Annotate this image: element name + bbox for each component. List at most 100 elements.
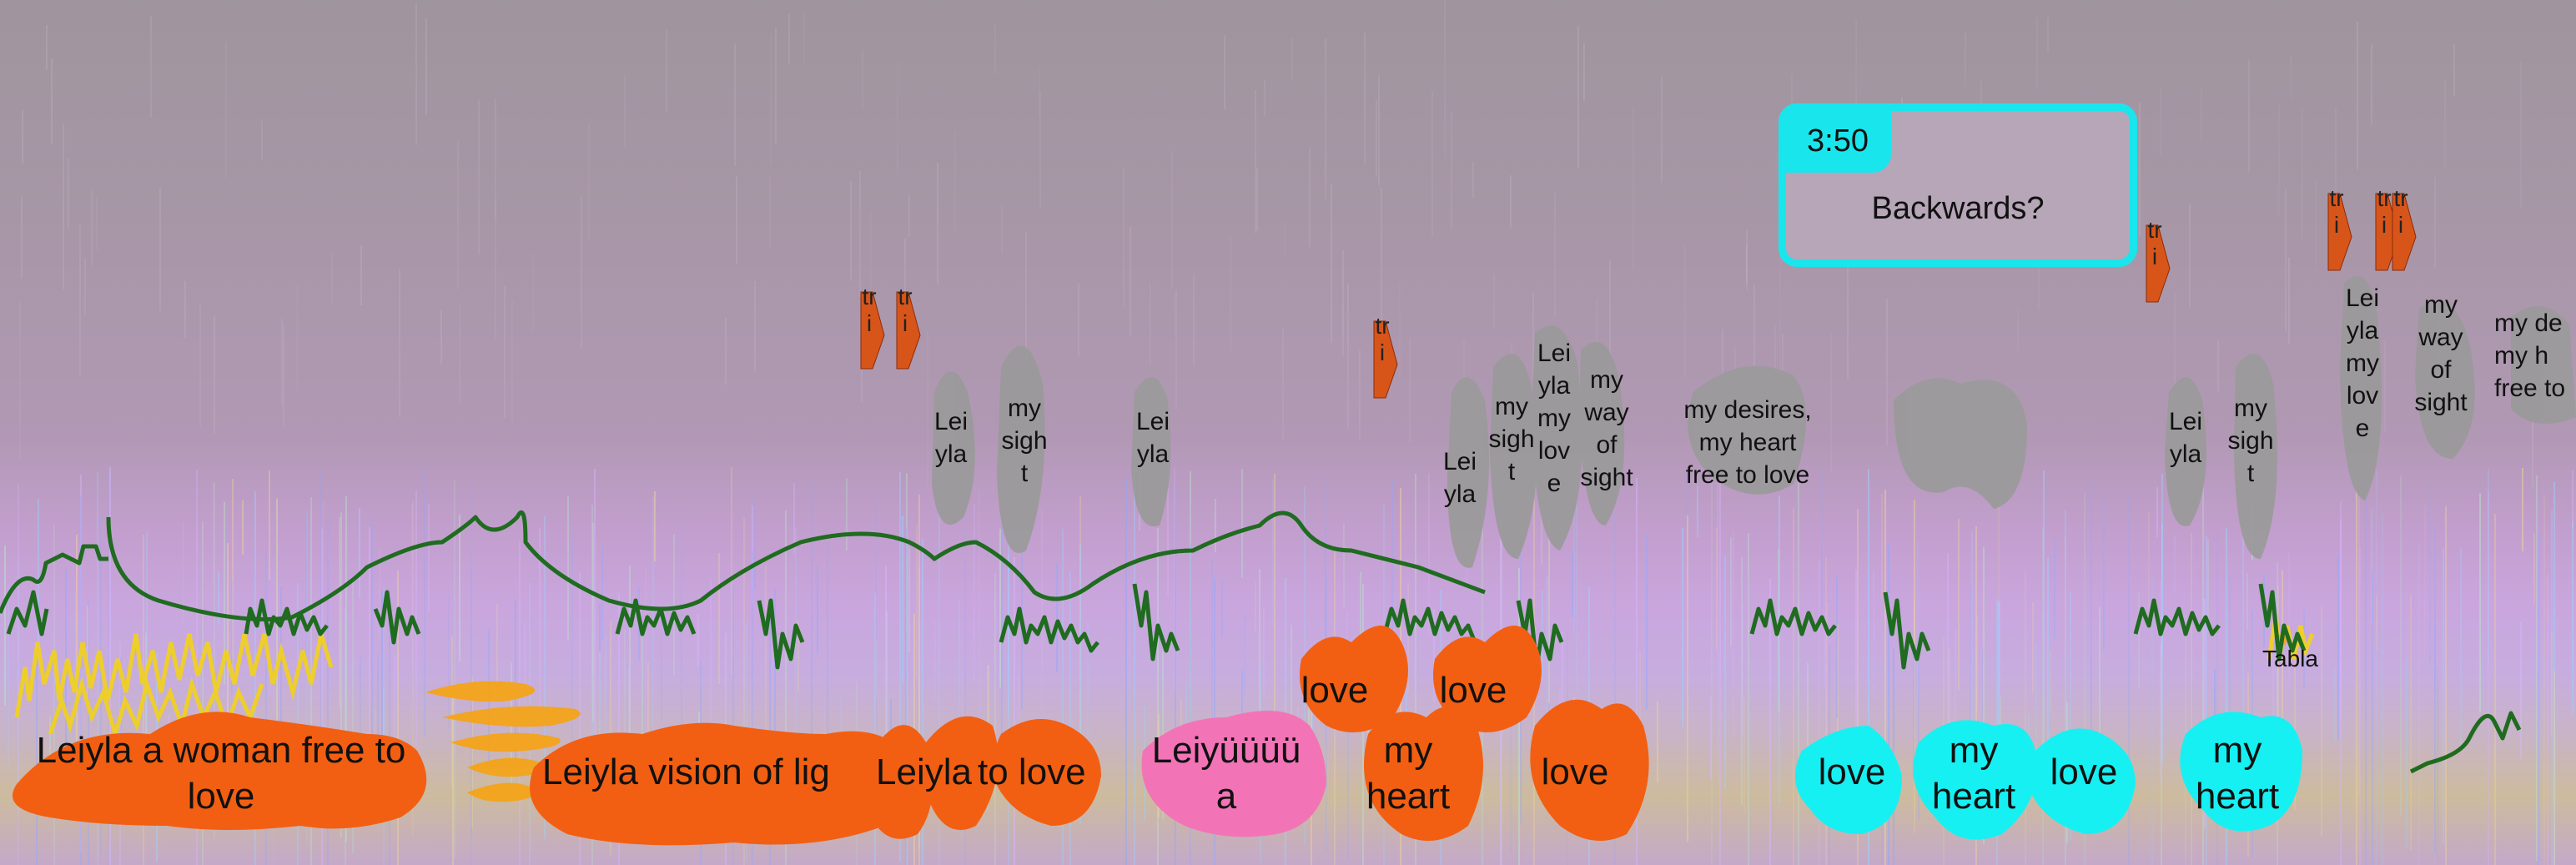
spectrogram-streak (2553, 671, 2555, 865)
spectrogram-streak (22, 110, 23, 163)
spectrogram-streak (1174, 294, 1175, 335)
spectrogram-streak (459, 304, 460, 402)
spectrogram-streak (938, 469, 940, 865)
gray-blob (1894, 378, 2027, 509)
spectrogram-streak (242, 500, 244, 555)
spectrogram-streak (305, 514, 307, 673)
spectrogram-streak (88, 601, 89, 865)
spectrogram-streak (2174, 293, 2176, 422)
spectrogram-streak (2340, 501, 2342, 721)
spectrogram-streak (459, 515, 460, 661)
spectrogram-streak (2434, 526, 2436, 853)
trill-label: tr i (1375, 313, 1390, 366)
green-pitch-line (999, 606, 1099, 653)
spectrogram-streak (725, 318, 727, 385)
spectrogram-streak (511, 662, 512, 793)
spectrogram-streak (2437, 667, 2438, 862)
spectrogram-streak (937, 163, 938, 284)
spectrogram-streak (1263, 607, 1265, 697)
spectrogram-streak (360, 245, 362, 305)
spectrogram-streak (770, 35, 772, 166)
lyric-label: my way of sight (1580, 366, 1633, 491)
spectrogram-streak (906, 473, 908, 865)
spectrogram-streak (2288, 553, 2290, 690)
spectrogram-streak (265, 551, 267, 865)
lyric-label: Lei yla my lov e (2345, 284, 2380, 442)
spectrogram-streak (1493, 274, 1495, 328)
spectrogram-streak (231, 581, 233, 694)
spectrogram-streak (954, 131, 956, 233)
spectrogram-streak (1343, 523, 1345, 608)
spectrogram-streak (2543, 495, 2545, 865)
spectrogram-streak (1724, 556, 1726, 788)
spectrogram-streak (415, 3, 417, 145)
orange-blob (868, 725, 933, 839)
spectrogram-streak (2214, 669, 2216, 750)
yellow-stroke (14, 633, 334, 718)
spectrogram-streak (1428, 473, 1430, 636)
spectrogram-streak (2174, 536, 2176, 593)
spectrogram-streak (1746, 230, 1748, 283)
spectrogram-streak (1746, 245, 1748, 289)
spectrogram-streak (345, 496, 347, 842)
spectrogram-streak (2035, 644, 2037, 791)
spectrogram-streak (2288, 258, 2290, 344)
spectrogram-streak (1918, 638, 1919, 820)
orange-blob (1433, 626, 1542, 732)
spectrogram-streak (1190, 543, 1191, 865)
spectrogram-streak (1682, 528, 1683, 727)
spectrogram-streak (870, 212, 872, 355)
spectrogram-streak (1554, 192, 1556, 317)
spectrogram-streak (1069, 571, 1071, 865)
spectrogram-streak (2161, 643, 2162, 865)
spectrogram-streak (974, 504, 975, 680)
spectrogram-streak (1824, 614, 1825, 687)
spectrogram-streak (424, 467, 425, 736)
spectrogram-streak (524, 622, 526, 714)
spectrogram-streak (1079, 545, 1081, 824)
spectrogram-streak (340, 512, 342, 837)
spectrogram-streak (2229, 575, 2231, 761)
orange-wisp (425, 681, 536, 702)
spectrogram-streak (731, 467, 732, 675)
spectrogram-streak (1190, 471, 1191, 821)
spectrogram-streak (2376, 470, 2377, 865)
spectrogram-streak (519, 541, 521, 865)
spectrogram-streak (1719, 472, 1721, 865)
spectrogram-streak (697, 615, 699, 666)
spectrogram-streak (1998, 602, 2000, 771)
trill-label: tr i (862, 284, 877, 337)
spectrogram-streak (874, 593, 876, 865)
lyric-label: my heart (1366, 730, 1451, 817)
spectrogram-streak (654, 491, 656, 561)
note-timestamp: 3:50 (1784, 109, 1891, 173)
spectrogram-streak (1399, 283, 1401, 377)
spectrogram-streak (1947, 553, 1949, 827)
orange-wisp (450, 732, 561, 752)
spectrogram-streak (261, 121, 263, 160)
spectrogram-streak (1211, 558, 1213, 754)
spectrogram-streak (1547, 474, 1549, 737)
spectrogram-streak (2400, 475, 2402, 817)
spectrogram-streak (1325, 475, 1326, 661)
spectrogram-streak (1433, 609, 1435, 702)
spectrogram-streak (624, 630, 626, 814)
spectrogram-streak (2488, 469, 2489, 665)
spectrogram-streak (532, 254, 534, 331)
spectrogram-streak (1837, 624, 1839, 757)
spectrogram-streak (1025, 232, 1027, 365)
spectrogram-streak (1409, 339, 1411, 442)
spectrogram-streak (1572, 551, 1573, 617)
orange-blob (1530, 699, 1649, 841)
spectrogram-streak (1272, 480, 1274, 627)
spectrogram-streak (544, 515, 546, 839)
spectrogram-streak (994, 23, 996, 74)
spectrogram-streak (666, 30, 667, 113)
spectrogram-streak (2099, 607, 2101, 761)
spectrogram-streak (1039, 92, 1041, 207)
lyric-label: Lei yla my lov e (1537, 339, 1572, 497)
spectrogram-streak (592, 523, 594, 722)
spectrogram-streak (827, 536, 828, 736)
orange-blob (1364, 707, 1483, 841)
comment-note[interactable]: 3:50 Backwards? (1779, 103, 2137, 267)
